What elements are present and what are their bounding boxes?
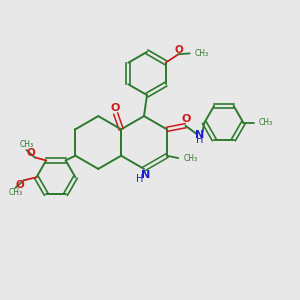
- Text: O: O: [175, 45, 184, 55]
- Text: O: O: [26, 148, 35, 158]
- Text: CH₃: CH₃: [8, 188, 22, 197]
- Text: O: O: [110, 103, 120, 113]
- Text: CH₃: CH₃: [259, 118, 273, 127]
- Text: N: N: [195, 130, 205, 140]
- Text: H: H: [136, 174, 143, 184]
- Text: N: N: [141, 170, 150, 180]
- Text: O: O: [182, 114, 191, 124]
- Text: CH₃: CH₃: [183, 154, 197, 163]
- Text: H: H: [196, 135, 204, 145]
- Text: O: O: [15, 179, 24, 190]
- Text: CH₃: CH₃: [195, 49, 209, 58]
- Text: CH₃: CH₃: [19, 140, 33, 149]
